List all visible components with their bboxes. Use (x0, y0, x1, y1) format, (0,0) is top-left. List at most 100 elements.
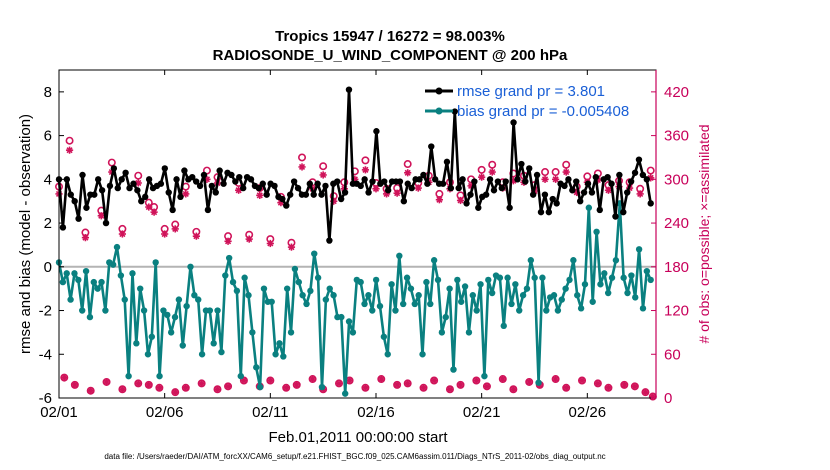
bias-point (585, 204, 593, 211)
obs-assimilated-marker (182, 384, 190, 392)
bias-point (620, 274, 627, 281)
bias-point (160, 307, 167, 314)
bias-point (195, 296, 202, 303)
bias-point (593, 228, 600, 236)
bias-point (407, 285, 415, 292)
obs-assimilated-marker (171, 388, 179, 396)
rmse-point (94, 176, 102, 183)
rmse-point (467, 191, 474, 198)
bias-point (137, 285, 144, 292)
bias-point (519, 292, 527, 299)
bias-point (102, 307, 109, 314)
obs-assimilated-marker (308, 375, 317, 383)
obs-assimilated-marker (435, 196, 443, 204)
rmse-point (494, 178, 502, 185)
rmse-point (357, 182, 364, 190)
obs-assimilated-marker (361, 384, 370, 392)
obs-assimilated-marker (145, 381, 153, 389)
bias-point (268, 298, 275, 305)
bias-point (295, 278, 302, 286)
obs-assimilated-marker (161, 230, 169, 238)
bias-point (260, 285, 268, 292)
y-right-tick-label: 240 (664, 215, 689, 232)
bias-point (400, 300, 407, 308)
bias-point (303, 300, 310, 308)
y-left-tick-label: -6 (39, 390, 52, 407)
bias-point (357, 278, 364, 286)
rmse-point (337, 195, 345, 203)
obs-assimilated-marker (472, 376, 480, 385)
x-tick-label: 02/01 (40, 404, 78, 421)
rmse-point (59, 224, 67, 231)
bias-point (311, 250, 318, 257)
rmse-point (169, 206, 176, 214)
y-right-tick-label: 60 (664, 346, 681, 363)
bias-point (225, 254, 233, 262)
bias-point (512, 281, 519, 288)
rmse-point (537, 208, 545, 216)
y-right-tick-label: 180 (664, 259, 689, 276)
rmse-point (553, 200, 560, 207)
bias-point (245, 292, 252, 299)
rmse-series-layer (55, 86, 654, 244)
bias-point (341, 390, 349, 397)
y-axis-label-right: # of obs: o=possible; ×=assimilated (696, 124, 712, 343)
y-left-tick-label: -4 (39, 346, 52, 363)
bias-point (427, 300, 434, 308)
legend-rmse-label: rmse grand pr = 3.801 (457, 83, 605, 100)
bias-point (82, 267, 90, 275)
obs-possible-marker (541, 168, 550, 177)
bias-point (167, 329, 175, 336)
rmse-point (91, 191, 98, 198)
obs-assimilated-marker (97, 212, 105, 220)
y-left-tick-label: 6 (44, 128, 52, 145)
obs-possible-marker (403, 160, 412, 169)
rmse-point (294, 184, 302, 192)
rmse-point (643, 176, 650, 183)
bias-point (156, 372, 163, 380)
rmse-point (161, 165, 169, 172)
rmse-point (196, 182, 204, 190)
rmse-point (486, 176, 494, 183)
rmse-point (279, 195, 286, 203)
obs-assimilated-marker (293, 381, 301, 389)
obs-assimilated-marker (287, 243, 296, 251)
bias-point (365, 292, 372, 299)
bias-point (241, 274, 248, 281)
rmse-point (475, 204, 482, 211)
rmse-point (334, 178, 341, 185)
bias-point (361, 300, 368, 308)
y-axis-label-left: rmse and bias (model - observation) (17, 114, 34, 354)
bias-point (253, 364, 260, 371)
rmse-point (447, 184, 455, 192)
x-axis-label: Feb.01,2011 00:00:00 start (268, 429, 448, 446)
obs-assimilated-marker (182, 190, 190, 198)
obs-assimilated-marker (562, 168, 570, 176)
bias-point (423, 278, 430, 286)
rmse-point (573, 178, 580, 185)
rmse-point (369, 178, 376, 185)
bias-point (550, 292, 558, 299)
bias-point (589, 298, 596, 305)
bias-point (198, 351, 206, 358)
obs-assimilated-marker (65, 146, 74, 154)
rmse-point (588, 189, 596, 196)
obs-assimilated-marker (192, 232, 200, 240)
bias-point (67, 296, 74, 303)
rmse-point (361, 176, 368, 183)
legend-bias-label: bias grand pr = -0.005408 (457, 103, 629, 120)
obs-assimilated-marker (345, 376, 354, 385)
rmse-point (522, 178, 529, 185)
bias-point (152, 259, 159, 266)
rmse-point (576, 198, 584, 205)
rmse-point (310, 191, 317, 198)
obs-assimilated-marker (509, 385, 517, 393)
bias-point (450, 366, 457, 373)
rmse-point (67, 191, 74, 198)
bias-point (214, 307, 221, 314)
bias-point (527, 257, 535, 264)
y-left-tick-label: -2 (39, 303, 52, 320)
rmse-point (341, 189, 349, 196)
rmse-point (498, 184, 506, 192)
rmse-point (428, 143, 435, 150)
